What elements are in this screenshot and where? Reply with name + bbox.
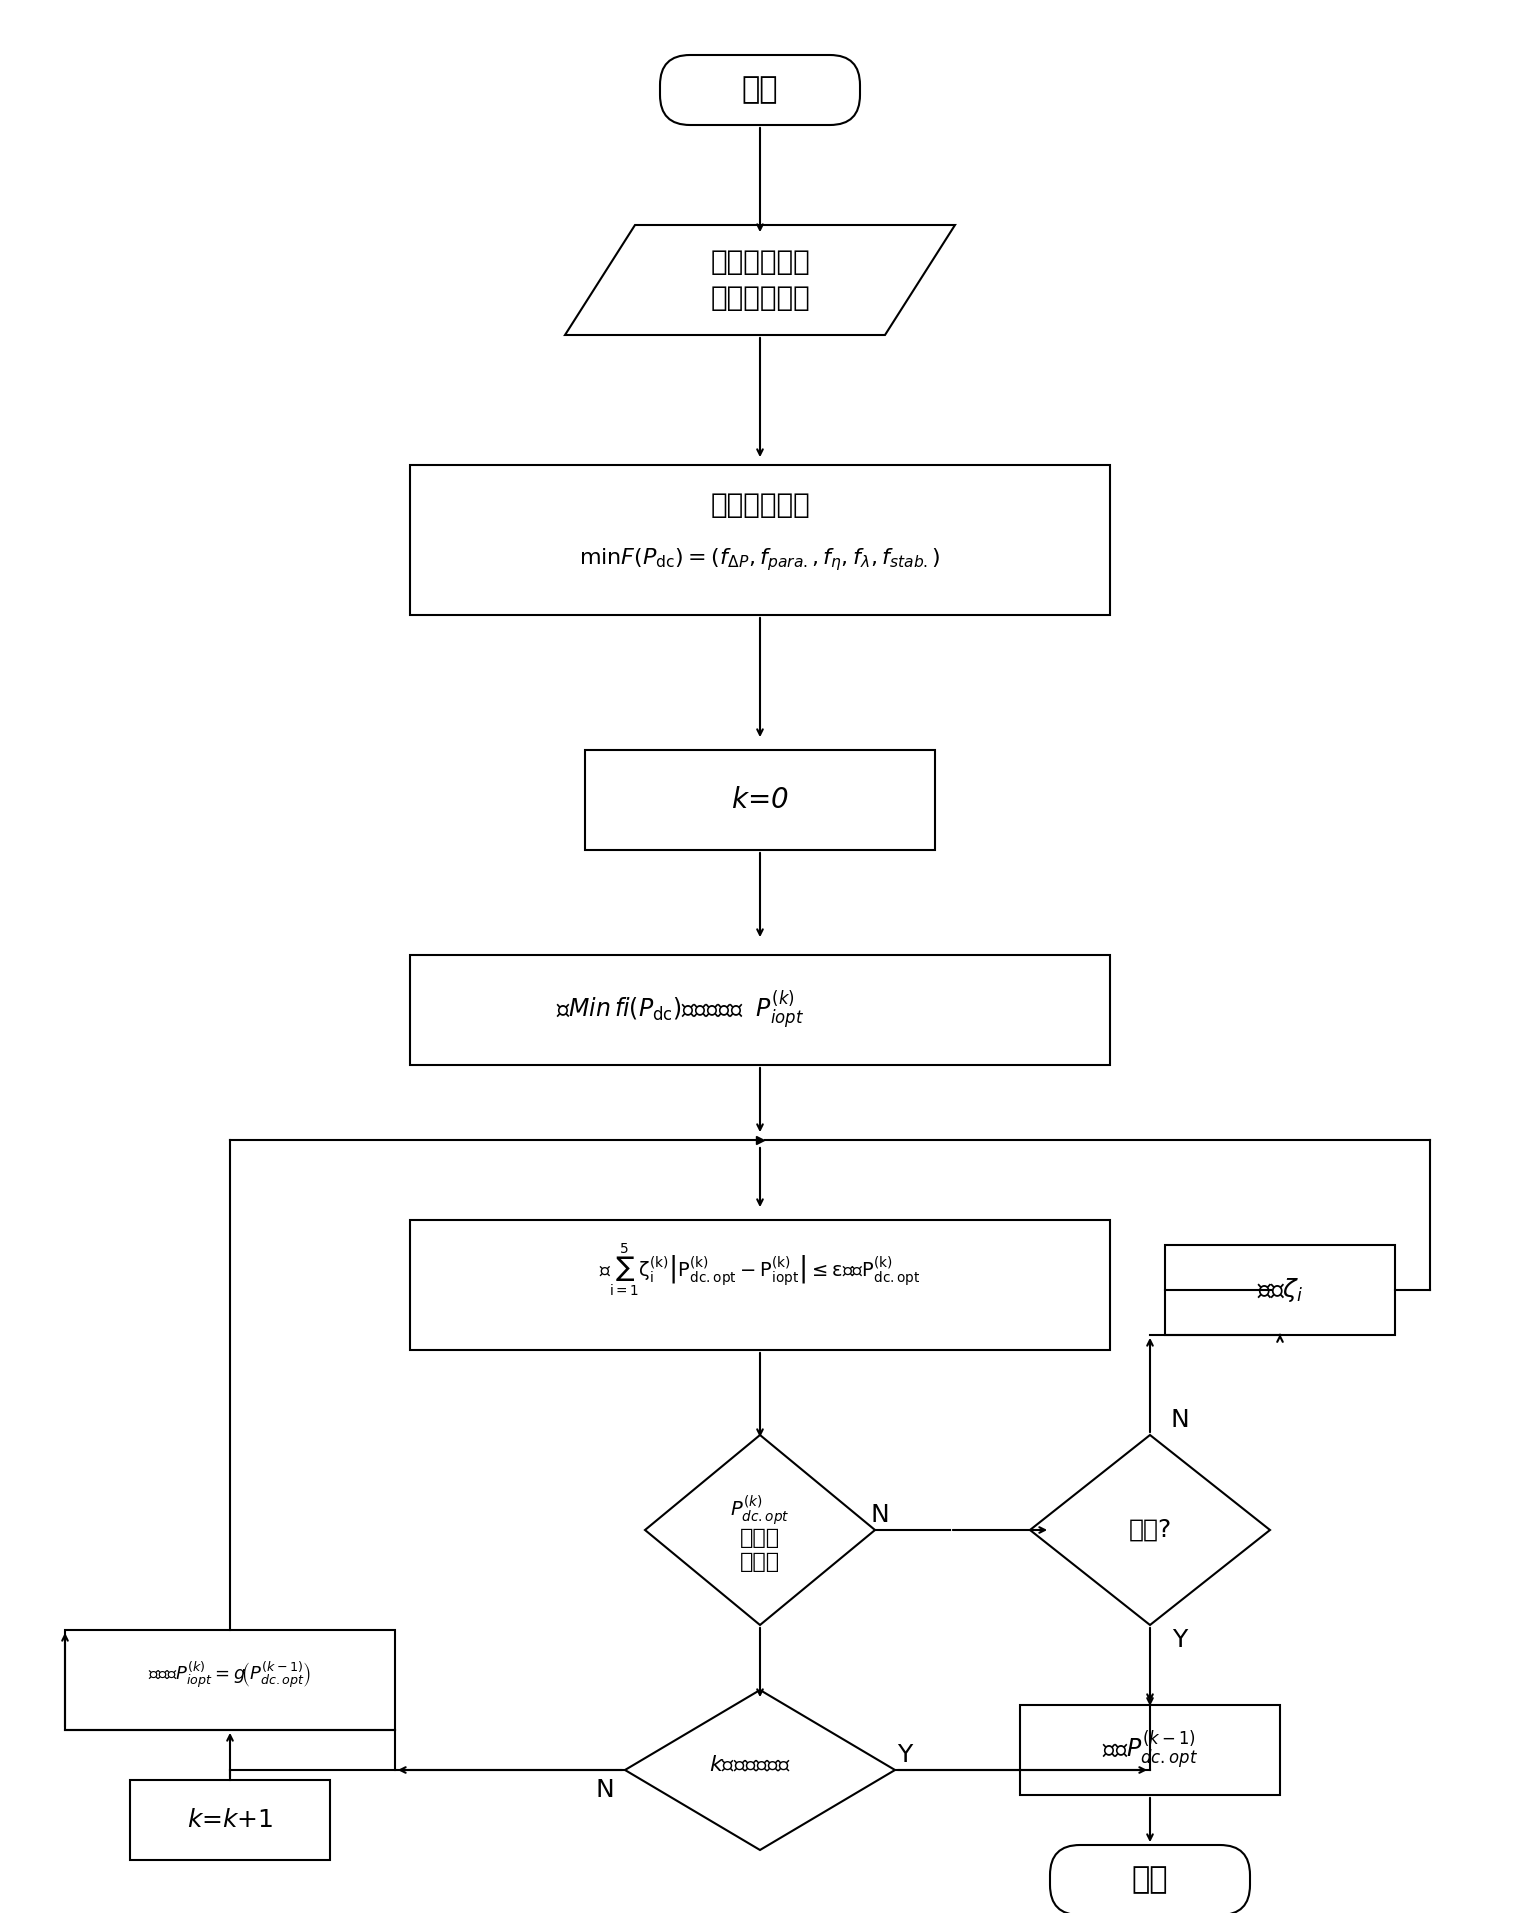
Bar	[411, 1220, 1110, 1351]
Text: Y: Y	[1173, 1628, 1188, 1653]
Polygon shape	[625, 1689, 894, 1850]
Text: $k$=0: $k$=0	[732, 786, 789, 815]
Text: N: N	[870, 1504, 890, 1527]
Text: 网的基本参数: 网的基本参数	[710, 283, 809, 312]
Text: 修正式$P_{iopt}^{(k)}=g\!\left(P_{dc.opt}^{(k-1)}\right)$: 修正式$P_{iopt}^{(k)}=g\!\left(P_{dc.opt}^{…	[149, 1660, 312, 1691]
Text: $P_{dc.opt}^{(k)}$: $P_{dc.opt}^{(k)}$	[730, 1494, 789, 1527]
Text: 获取要分析电: 获取要分析电	[710, 249, 809, 275]
Text: N: N	[596, 1777, 614, 1802]
Text: $\rm{由}\sum_{i=1}^{5}\zeta_i^{(k)}\left|P_{dc.opt}^{(k)}-P_{iopt}^{(k)}\right|\l: $\rm{由}\sum_{i=1}^{5}\zeta_i^{(k)}\left|…	[599, 1242, 920, 1299]
FancyBboxPatch shape	[1049, 1844, 1250, 1913]
Text: 由$Min\,fi(P_{\rm dc})$得到局部解  $P_{iopt}^{(k)}$: 由$Min\,fi(P_{\rm dc})$得到局部解 $P_{iopt}^{(…	[555, 989, 805, 1031]
Polygon shape	[564, 226, 955, 335]
Bar	[411, 955, 1110, 1066]
Bar	[65, 1630, 395, 1729]
Text: 建立目标函数: 建立目标函数	[710, 492, 809, 518]
Text: Y: Y	[897, 1743, 913, 1768]
Polygon shape	[645, 1435, 875, 1624]
Bar	[411, 465, 1110, 614]
Text: N: N	[1171, 1408, 1189, 1433]
Text: 结束: 结束	[1132, 1865, 1168, 1894]
Text: $k$超过设定次数: $k$超过设定次数	[709, 1754, 791, 1775]
Text: 有解?: 有解?	[1129, 1519, 1171, 1542]
Text: 束条件: 束条件	[739, 1551, 780, 1572]
Bar	[1021, 1704, 1281, 1794]
Bar	[1165, 1245, 1395, 1335]
Text: 满足约: 满足约	[739, 1528, 780, 1548]
Text: 调整$\zeta_i$: 调整$\zeta_i$	[1256, 1276, 1303, 1305]
Text: 输出$P_{dc.opt}^{(k-1)}$: 输出$P_{dc.opt}^{(k-1)}$	[1103, 1729, 1199, 1771]
Bar	[586, 750, 935, 849]
Bar	[129, 1779, 330, 1859]
Polygon shape	[1030, 1435, 1270, 1624]
Text: $\min F(P_{\rm dc})=(f_{\Delta P},f_{para.},f_{\eta},f_{\lambda},f_{stab.})$: $\min F(P_{\rm dc})=(f_{\Delta P},f_{par…	[580, 547, 940, 574]
FancyBboxPatch shape	[660, 55, 859, 124]
Text: 开始: 开始	[742, 75, 779, 105]
Text: $k$=$k$+1: $k$=$k$+1	[187, 1808, 274, 1833]
